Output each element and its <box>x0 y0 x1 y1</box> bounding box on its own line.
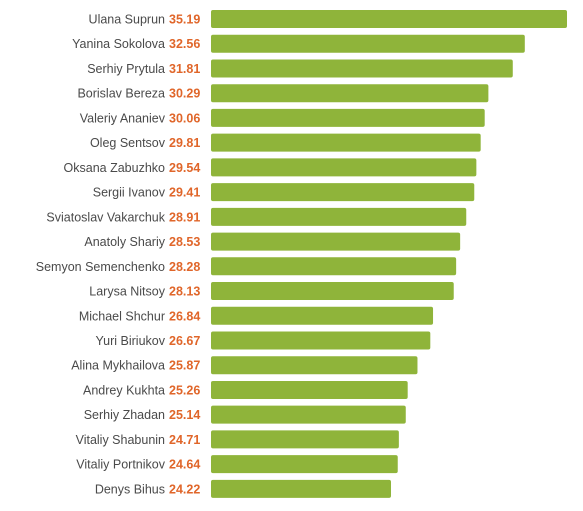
bar <box>211 10 567 28</box>
value-label: 24.64 <box>169 458 200 472</box>
bar <box>211 380 408 399</box>
category-label: Michael Shchur <box>79 309 165 323</box>
value-label: 24.71 <box>169 433 200 447</box>
value-label: 26.84 <box>169 309 200 323</box>
category-label: Vitaliy Shabunin <box>76 433 165 447</box>
bar <box>211 207 467 226</box>
bar <box>211 356 418 375</box>
value-label: 25.14 <box>169 408 200 422</box>
bar <box>211 133 481 152</box>
bar <box>211 455 398 474</box>
value-label: 24.22 <box>169 482 200 496</box>
value-label: 28.53 <box>169 235 200 249</box>
bar <box>211 232 461 251</box>
bar <box>211 479 392 498</box>
category-label: Vitaliy Portnikov <box>76 458 165 472</box>
value-label: 31.81 <box>169 62 200 76</box>
bar <box>211 405 406 424</box>
category-label: Alina Mykhailova <box>71 359 165 373</box>
bar <box>211 183 475 202</box>
category-label: Denys Bihus <box>95 482 165 496</box>
bar <box>211 34 525 53</box>
category-label: Valeriy Ananiev <box>80 111 166 125</box>
value-label: 29.54 <box>169 161 200 175</box>
bar <box>211 282 454 301</box>
bar <box>211 108 485 127</box>
category-label: Yuri Biriukov <box>96 334 166 348</box>
category-label: Oksana Zabuzhko <box>64 161 165 175</box>
value-label: 25.87 <box>169 359 200 373</box>
category-label: Larysa Nitsoy <box>89 285 165 299</box>
bar <box>211 430 399 449</box>
bar <box>211 331 431 350</box>
category-label: Andrey Kukhta <box>83 383 165 397</box>
bar <box>211 257 457 276</box>
value-label: 25.26 <box>169 383 200 397</box>
value-label: 30.29 <box>169 87 200 101</box>
value-label: 28.91 <box>169 210 200 224</box>
category-label: Ulana Suprun <box>89 13 165 27</box>
category-label: Anatoly Shariy <box>84 235 165 249</box>
category-label: Oleg Sentsov <box>90 136 166 150</box>
category-label: Yanina Sokolova <box>72 37 165 51</box>
value-label: 29.81 <box>169 136 200 150</box>
bar <box>211 158 477 177</box>
value-label: 32.56 <box>169 37 200 51</box>
value-label: 29.41 <box>169 186 200 200</box>
category-label: Serhiy Zhadan <box>84 408 165 422</box>
category-label: Borislav Bereza <box>77 87 165 101</box>
bar <box>211 84 489 103</box>
value-label: 28.28 <box>169 260 200 274</box>
value-label: 26.67 <box>169 334 200 348</box>
category-label: Serhiy Prytula <box>87 62 165 76</box>
bar <box>211 59 513 78</box>
value-label: 28.13 <box>169 285 200 299</box>
category-label: Semyon Semenchenko <box>36 260 165 274</box>
bar <box>211 306 434 325</box>
value-label: 30.06 <box>169 111 200 125</box>
category-label: Sergii Ivanov <box>93 186 166 200</box>
category-label: Sviatoslav Vakarchuk <box>46 210 165 224</box>
value-label: 35.19 <box>169 13 200 27</box>
